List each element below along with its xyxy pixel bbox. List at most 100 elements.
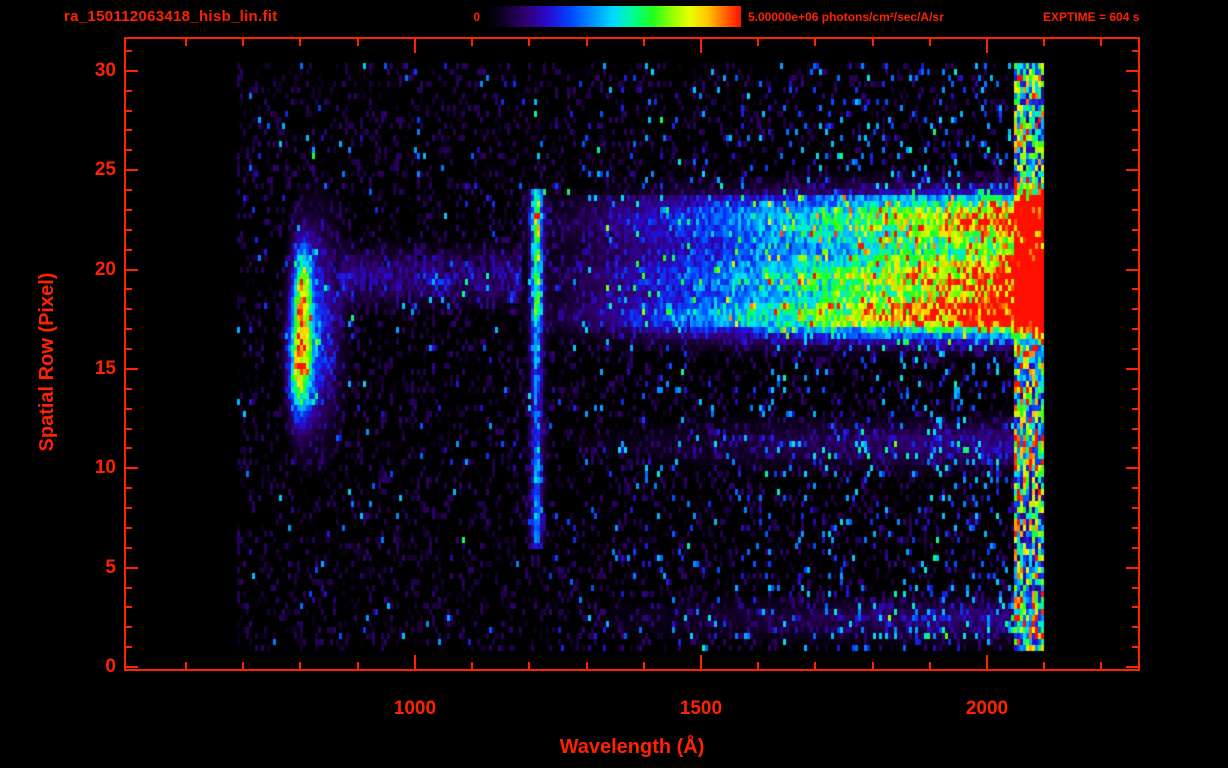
y-axis-title: Spatial Row (Pixel) — [36, 272, 58, 452]
y-axis-tick — [126, 467, 138, 470]
x-axis-tick — [299, 662, 302, 669]
y-tick-label: 0 — [105, 656, 116, 677]
y-axis-tick — [126, 526, 132, 529]
y-axis-tick — [126, 407, 132, 410]
y-axis-tick — [1132, 348, 1138, 351]
y-axis-tick — [126, 268, 138, 271]
colorbar-min-label: 0 — [473, 10, 480, 24]
x-axis-tick — [471, 662, 474, 669]
x-axis-tick — [985, 39, 988, 53]
y-tick-label: 20 — [94, 258, 116, 280]
y-axis-tick — [1132, 129, 1138, 132]
x-axis-tick — [242, 39, 245, 46]
x-axis-tick — [528, 662, 531, 669]
x-axis-tick — [757, 39, 760, 46]
x-axis-tick — [928, 662, 931, 669]
y-axis-tick — [126, 666, 138, 668]
y-axis-tick — [1126, 268, 1138, 271]
y-axis-tick — [126, 328, 132, 331]
y-axis-tick — [126, 507, 132, 510]
y-axis-tick — [1132, 308, 1138, 311]
x-axis-tick — [1100, 39, 1103, 46]
y-tick-label: 25 — [94, 159, 116, 181]
y-axis-tick — [126, 606, 132, 609]
y-tick-label: 30 — [94, 59, 116, 81]
x-tick-label: 2000 — [965, 698, 1009, 719]
y-axis-tick — [1132, 447, 1138, 450]
y-axis-tick — [126, 49, 132, 52]
x-axis-tick — [699, 39, 702, 53]
y-axis-tick — [126, 248, 132, 251]
x-axis-tick — [985, 655, 988, 669]
x-axis-tick — [585, 662, 588, 669]
x-tick-label: 1500 — [679, 698, 723, 719]
y-axis-tick — [126, 447, 132, 450]
x-tick-label: 1000 — [393, 698, 437, 719]
x-axis-tick — [1043, 39, 1046, 46]
x-axis-tick — [757, 662, 760, 669]
y-axis-tick — [1126, 169, 1138, 172]
x-axis-tick — [814, 662, 817, 669]
y-axis-tick — [1132, 248, 1138, 251]
y-axis-tick — [126, 69, 138, 72]
x-axis-tick — [185, 662, 188, 669]
y-axis-tick — [1132, 328, 1138, 331]
y-axis-tick — [1126, 566, 1138, 569]
y-axis-tick — [1132, 387, 1138, 390]
y-axis-tick — [1132, 526, 1138, 529]
y-axis-tick — [126, 149, 132, 152]
y-axis-tick — [126, 89, 132, 92]
y-axis-tick — [126, 646, 132, 649]
y-axis-tick — [1132, 109, 1138, 112]
x-axis-tick — [928, 39, 931, 46]
y-axis-tick — [1132, 407, 1138, 410]
colorbar-max-label: 5.00000e+06 photons/cm²/sec/A/sr — [748, 10, 944, 24]
y-axis-tick — [1132, 208, 1138, 211]
y-axis-tick — [1132, 626, 1138, 629]
x-axis-tick — [699, 655, 702, 669]
y-axis-tick — [126, 288, 132, 291]
x-axis-tick — [871, 39, 874, 46]
y-axis-tick — [1126, 467, 1138, 470]
plot-frame — [124, 37, 1140, 671]
y-axis-tick — [1132, 546, 1138, 549]
colorbar-gradient — [487, 6, 741, 27]
x-axis-tick — [413, 39, 416, 53]
y-tick-label: 5 — [105, 556, 116, 578]
y-axis-tick — [126, 586, 132, 589]
y-axis-tick — [1132, 149, 1138, 152]
y-axis-tick — [1126, 367, 1138, 370]
y-axis-tick — [1132, 487, 1138, 490]
y-axis-tick — [126, 546, 132, 549]
y-tick-label: 10 — [94, 457, 116, 479]
x-axis-tick — [871, 662, 874, 669]
y-axis-tick — [126, 208, 132, 211]
y-axis-tick — [126, 348, 132, 351]
x-axis-tick — [1100, 662, 1103, 669]
file-title: ra_150112063418_hisb_lin.fit — [64, 8, 278, 25]
y-axis-tick — [1132, 586, 1138, 589]
y-axis-tick — [126, 189, 132, 192]
y-axis-tick — [126, 169, 138, 172]
y-axis-tick — [1126, 69, 1138, 72]
y-axis-tick — [1132, 89, 1138, 92]
y-axis-tick — [126, 228, 132, 231]
y-axis-tick — [1126, 666, 1138, 668]
y-axis-tick — [126, 367, 138, 370]
x-axis-tick — [299, 39, 302, 46]
y-axis-tick — [1132, 646, 1138, 649]
x-axis-tick — [242, 662, 245, 669]
y-axis-tick — [126, 308, 132, 311]
y-axis-tick — [1132, 228, 1138, 231]
y-axis-tick — [126, 566, 138, 569]
y-axis-tick — [126, 427, 132, 430]
x-axis-tick — [356, 39, 359, 46]
x-axis-tick — [528, 39, 531, 46]
y-axis-tick — [126, 487, 132, 490]
x-axis-title: Wavelength (Å) — [559, 736, 705, 758]
x-axis-tick — [1043, 662, 1046, 669]
exptime-label: EXPTIME = 604 s — [1043, 10, 1140, 24]
x-axis-tick — [185, 39, 188, 46]
y-axis-tick — [126, 129, 132, 132]
